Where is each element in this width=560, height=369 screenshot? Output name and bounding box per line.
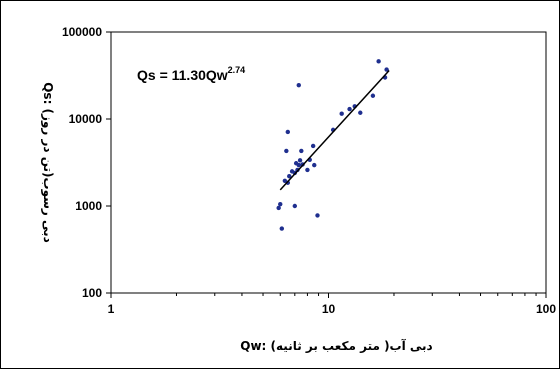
data-point xyxy=(339,111,344,116)
data-point xyxy=(315,213,320,218)
data-point xyxy=(347,106,352,112)
y-axis-title: Qs: دبی رسوب(تن در روز) xyxy=(40,82,55,243)
trend-equation-exponent: 2.74 xyxy=(228,65,246,75)
data-point xyxy=(296,82,301,88)
trendline-layer xyxy=(279,70,390,191)
x-tick-label: 1 xyxy=(108,302,115,316)
data-point xyxy=(276,205,281,211)
data-point xyxy=(284,148,289,154)
data-point xyxy=(292,203,298,209)
data-point xyxy=(297,158,303,163)
trendline xyxy=(279,70,390,191)
data-point xyxy=(285,129,291,135)
data-point xyxy=(310,143,316,149)
data-point xyxy=(305,167,310,173)
y-tick-label: 1000 xyxy=(75,199,102,213)
y-axis: 100 1000 10000 100000 xyxy=(62,25,111,300)
y-tick-label: 10000 xyxy=(69,112,103,126)
x-tick-label: 100 xyxy=(536,302,556,316)
data-point xyxy=(299,148,304,154)
data-point xyxy=(279,226,285,231)
data-point xyxy=(293,161,299,166)
data-point xyxy=(287,174,292,179)
x-axis: 1 10 100 xyxy=(108,293,556,316)
data-point xyxy=(376,59,381,64)
data-point xyxy=(358,110,363,115)
y-tick-label: 100000 xyxy=(62,25,102,39)
x-axis-title: Qw: دبی آب( متر مکعب بر ثانیه) xyxy=(240,338,432,353)
data-point xyxy=(384,67,389,72)
data-point xyxy=(278,201,283,207)
data-point xyxy=(312,162,317,168)
y-tick-label: 100 xyxy=(82,286,102,300)
x-tick-label: 10 xyxy=(322,302,336,316)
trend-equation: Qs = 11.30Qw2.74 xyxy=(137,65,245,83)
trend-equation-base: Qs = 11.30Qw xyxy=(137,67,228,83)
data-points xyxy=(276,59,389,231)
plot-area xyxy=(110,31,547,294)
data-point xyxy=(370,93,376,98)
